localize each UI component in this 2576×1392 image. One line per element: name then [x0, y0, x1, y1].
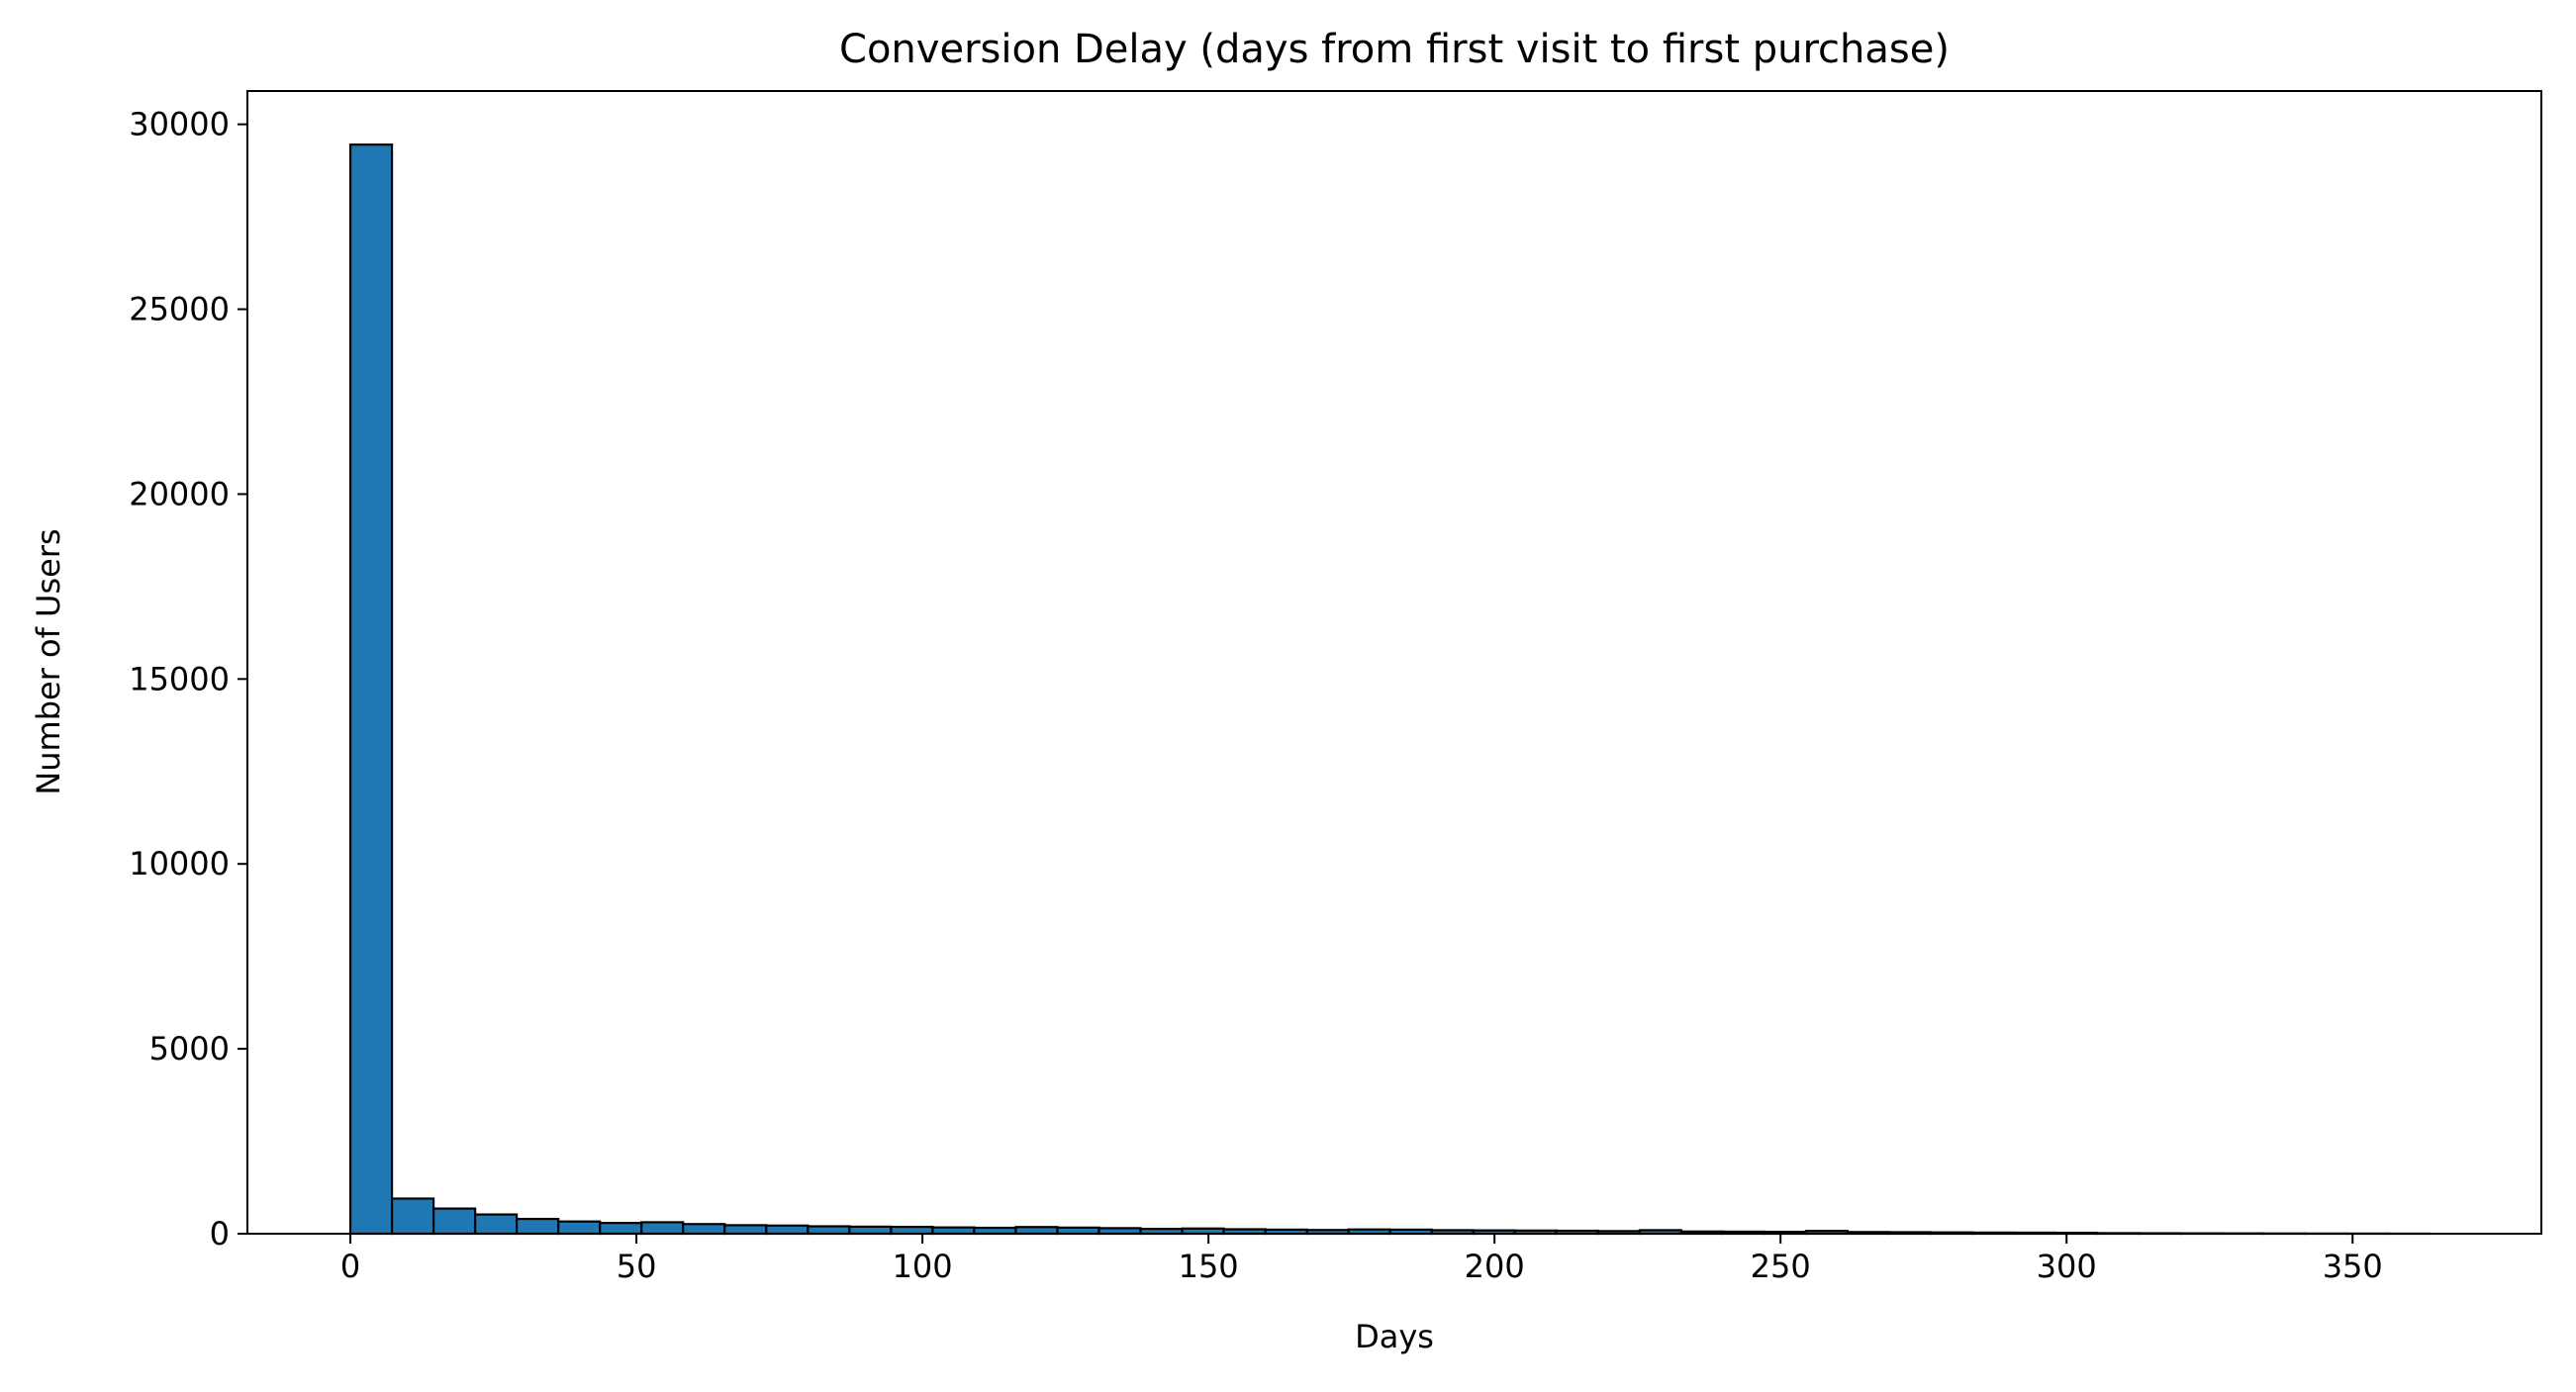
x-tick-label: 250 — [1751, 1248, 1811, 1285]
x-tick-label: 100 — [893, 1248, 953, 1285]
x-tick-label: 300 — [2037, 1248, 2097, 1285]
y-tick-label: 25000 — [129, 291, 230, 328]
y-tick-label: 30000 — [129, 106, 230, 143]
y-tick-label: 15000 — [129, 660, 230, 697]
histogram-bar — [600, 1223, 641, 1234]
x-tick-label: 350 — [2323, 1248, 2383, 1285]
histogram-bar — [683, 1224, 724, 1234]
x-tick-label: 0 — [340, 1248, 360, 1285]
histogram-bar — [392, 1198, 433, 1234]
histogram-bar — [641, 1222, 683, 1234]
histogram-bar — [350, 144, 392, 1234]
histogram-bar — [517, 1219, 558, 1234]
histogram-bar — [558, 1222, 600, 1234]
x-tick-label: 200 — [1465, 1248, 1525, 1285]
y-tick-label: 10000 — [129, 845, 230, 882]
histogram-bar — [808, 1227, 849, 1234]
y-axis-title: Number of Users — [30, 528, 67, 794]
y-tick-label: 20000 — [129, 475, 230, 512]
x-axis-title: Days — [1355, 1318, 1434, 1355]
y-tick-label: 0 — [210, 1215, 230, 1253]
histogram-bar — [1015, 1227, 1057, 1234]
histogram-bar — [433, 1209, 475, 1234]
histogram-bar — [475, 1215, 517, 1234]
histogram-bar — [766, 1226, 808, 1234]
x-tick-label: 50 — [617, 1248, 657, 1285]
histogram-bar — [724, 1225, 766, 1234]
histogram-bar — [849, 1227, 891, 1234]
y-tick-label: 5000 — [149, 1030, 230, 1067]
x-tick-label: 150 — [1179, 1248, 1239, 1285]
histogram-bar — [891, 1227, 932, 1234]
chart-title: Conversion Delay (days from first visit … — [839, 27, 1950, 72]
